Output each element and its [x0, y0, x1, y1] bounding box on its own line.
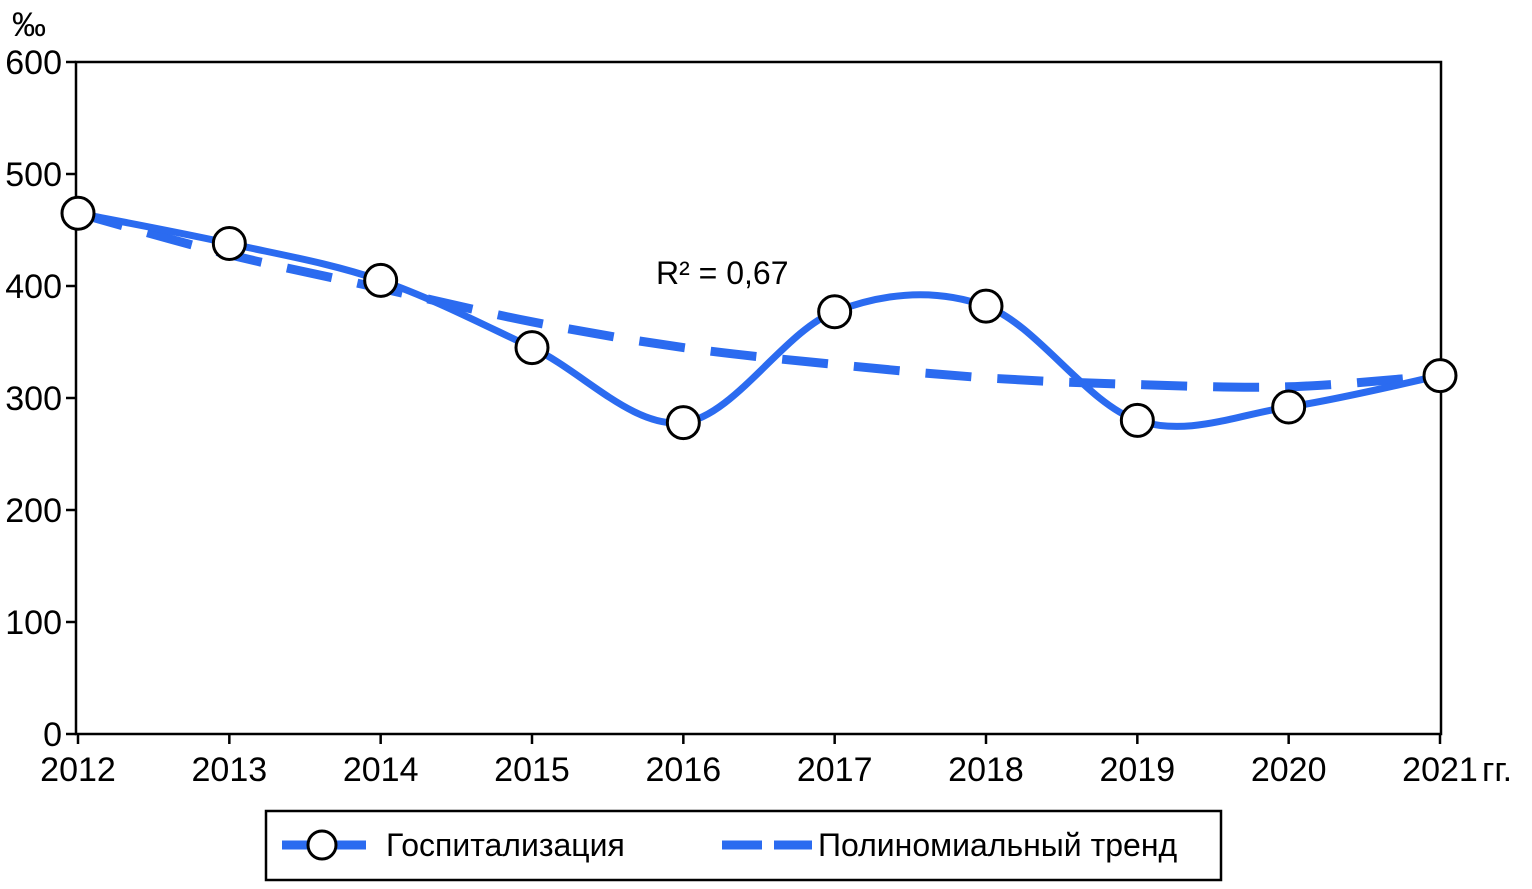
r-squared-annotation: R² = 0,67	[656, 255, 789, 291]
y-axis-ticks: 0 100 200 300 400 500 600	[5, 44, 76, 754]
trend-line	[76, 208, 1441, 392]
x-tick-label: 2019	[1100, 751, 1176, 789]
legend-label-polynomial-trend: Полиномиальный тренд	[818, 827, 1177, 863]
x-tick-label: 2020	[1251, 751, 1327, 789]
x-tick-label: 2018	[948, 751, 1024, 789]
y-tick-label: 200	[5, 492, 62, 530]
hospitalization-point	[1119, 402, 1155, 438]
x-tick-label: 2012	[40, 751, 116, 789]
y-tick-label: 300	[5, 380, 62, 418]
x-tick-label: 2021	[1402, 751, 1478, 789]
hospitalization-point	[968, 288, 1004, 324]
x-tick-label: 2017	[797, 751, 873, 789]
hospitalization-point	[817, 294, 853, 330]
hospitalization-point	[665, 405, 701, 441]
x-axis-ticks: 2012 2013 2014 2015 2016 2017 2018 2019 2020 2021…	[40, 734, 1512, 789]
hospitalization-point	[363, 262, 399, 298]
x-tick-label: 2013	[192, 751, 268, 789]
y-tick-label: 400	[5, 268, 62, 306]
series-layer	[60, 195, 1458, 441]
hospitalization-point	[1422, 358, 1458, 394]
x-tick-label: 2014	[343, 751, 419, 789]
hospitalization-point	[514, 330, 550, 366]
legend-label-hospitalization: Госпитализация	[386, 827, 625, 863]
plot-area-frame	[74, 60, 1443, 736]
x-axis-unit: гг.	[1482, 751, 1512, 789]
hospitalization-line	[77, 209, 1441, 430]
x-tick-label: 2015	[494, 751, 570, 789]
hospitalization-point	[60, 195, 96, 231]
y-axis-unit: ‰	[12, 6, 46, 44]
y-tick-label: 0	[43, 716, 62, 754]
hospitalization-point	[1271, 389, 1307, 425]
legend: Госпитализация Полиномиальный тренд	[264, 809, 1223, 882]
y-tick-label: 500	[5, 156, 62, 194]
legend-marker-hospitalization	[306, 829, 338, 861]
y-tick-label: 600	[5, 44, 62, 82]
x-tick-label: 2016	[646, 751, 722, 789]
hospitalization-point	[211, 225, 247, 261]
y-tick-label: 100	[5, 604, 62, 642]
